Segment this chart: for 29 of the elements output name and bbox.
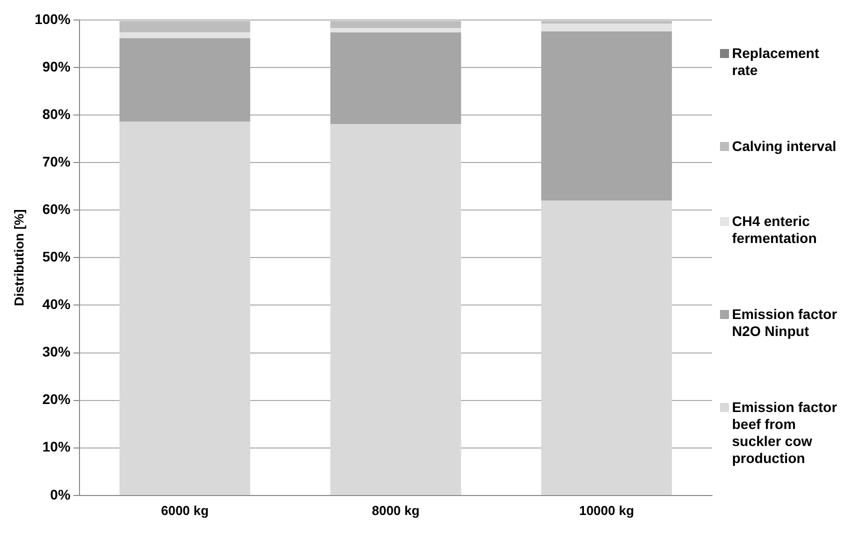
y-tick-label: 40%: [42, 296, 71, 312]
y-tick-label: 30%: [42, 344, 71, 360]
y-tick-label: 80%: [42, 106, 71, 122]
y-tick-label: 50%: [42, 248, 71, 265]
legend-label: CH4 enteric fermentation: [732, 213, 818, 248]
x-tick-label: 8000 kg: [372, 502, 420, 518]
y-tick-label: 10%: [42, 438, 71, 455]
legend-label: Emission factor beef from suckler cow production: [732, 398, 838, 467]
x-tick-label: 6000 kg: [160, 502, 209, 518]
bar: [119, 32, 250, 38]
bar: [541, 200, 672, 495]
x-tick-label: 10000 kg: [579, 502, 634, 518]
y-tick-label: 100%: [34, 10, 71, 27]
bar: [541, 24, 672, 32]
y-tick-label: 90%: [42, 58, 71, 74]
y-tick-label: 0%: [50, 486, 71, 502]
y-tick-label: 60%: [42, 201, 71, 218]
legend-label: Emission factor N2O Ninput: [732, 306, 838, 340]
bar: [119, 20, 250, 32]
bar: [330, 124, 462, 495]
y-tick-label: 20%: [42, 391, 71, 408]
bar: [330, 28, 462, 32]
legend-label: Calving interval: [732, 138, 836, 155]
bar: [119, 122, 250, 495]
y-axis-title: Distribution [%]: [11, 209, 26, 306]
bar: [541, 20, 672, 24]
y-tick-label: 70%: [42, 153, 71, 170]
bar: [330, 20, 462, 28]
legend-label: Replacement rate: [732, 45, 820, 80]
